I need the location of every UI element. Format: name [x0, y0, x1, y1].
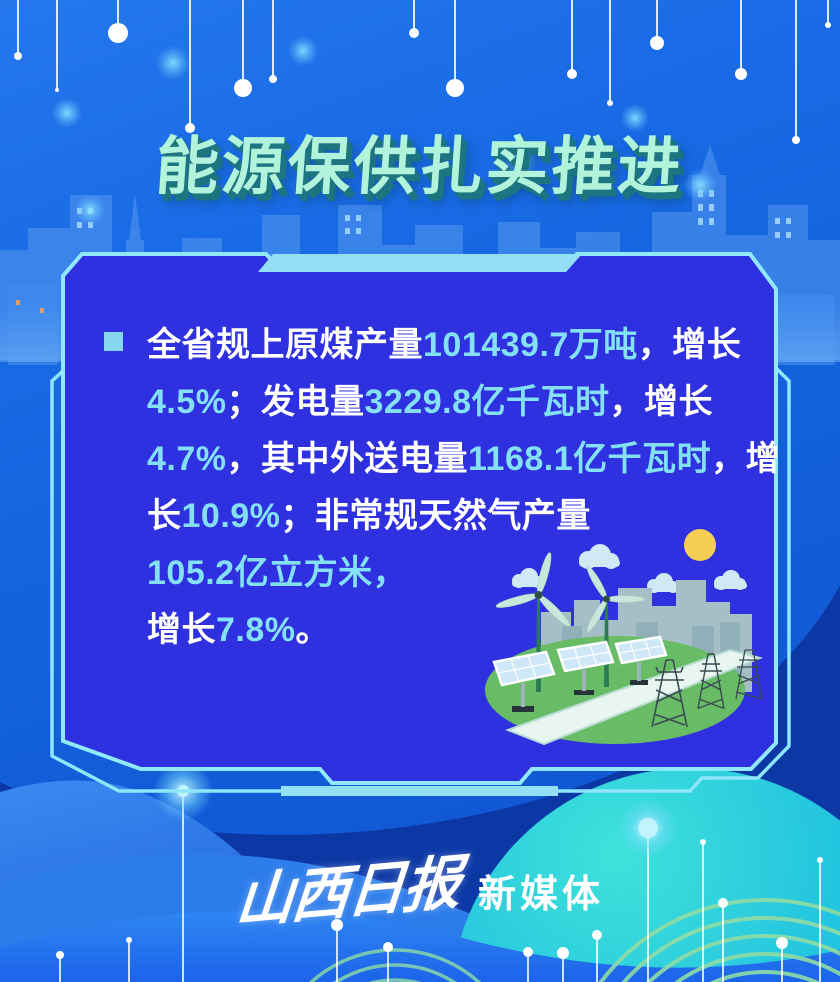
stat-label: 长: [147, 497, 182, 535]
stat-value: 105.2亿立方米，: [147, 554, 408, 592]
stat-value: 101439.7万吨: [423, 326, 638, 364]
stat-value: 3229.8亿千瓦时: [364, 383, 610, 421]
stat-label: ，其中外送电量: [226, 440, 468, 478]
stat-value: 4.7%: [147, 440, 227, 478]
stat-text-line: 4.7%，其中外送电量1168.1亿千瓦时，增: [147, 431, 780, 488]
stat-label: ；发电量: [226, 383, 365, 421]
brand-suffix-label: 新媒体: [478, 873, 605, 916]
sun-icon: [684, 529, 716, 561]
stat-label: ，增长: [637, 326, 742, 364]
stat-value: 7.8%: [216, 611, 296, 649]
brand-script-logo: 山西日报: [232, 847, 463, 937]
stat-label: ，增长: [609, 383, 713, 421]
green-energy-illustration: [485, 529, 764, 746]
stat-label: 。: [295, 611, 330, 649]
stat-label: 全省规上原煤产量: [147, 326, 423, 364]
square-bullet-icon: [104, 332, 123, 351]
brand-logo: 山西日报 新媒体: [0, 845, 840, 936]
stat-text-line: 全省规上原煤产量101439.7万吨，增长: [147, 317, 757, 374]
stat-value: 1168.1亿千瓦时: [468, 440, 712, 478]
stat-value: 10.9%: [181, 497, 281, 535]
stat-label: ，增: [711, 440, 781, 478]
stat-text-line: 4.5%；发电量3229.8亿千瓦时，增长: [147, 374, 757, 431]
stat-value: 4.5%: [147, 383, 227, 421]
stat-label: 增长: [147, 611, 216, 649]
